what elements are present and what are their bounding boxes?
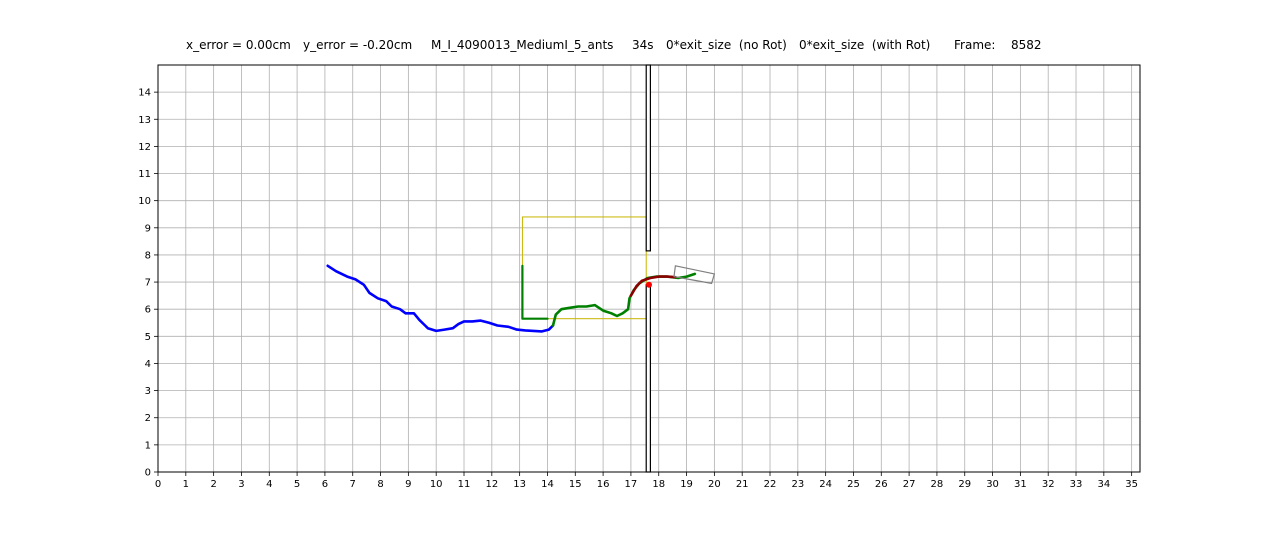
x-tick-label: 33 [1070,479,1083,490]
plot-marks [326,64,716,473]
y-tick-label: 7 [145,278,151,289]
x-tick-label: 28 [931,479,944,490]
x-tick-label: 4 [266,479,272,490]
x-tick-label: 16 [597,479,610,490]
x-tick-label: 11 [458,479,471,490]
frame-label: Frame: [954,38,996,52]
chart-header: x_error = 0.00cm y_error = -0.20cm M_I_4… [0,38,1268,56]
position-marker [646,281,652,288]
x-tick-label: 26 [875,479,888,490]
y-tick-label: 12 [138,142,151,153]
x-axis-ticks: 0 1 2 3 4 5 6 7 8 9 10 11 12 13 14 15 16 17 18 19 20 21 22 23 24… [155,472,1138,490]
x-error-text: x_error = 0.00cm [186,38,291,52]
x-tick-label: 30 [986,479,999,490]
plot-frame [157,64,1141,473]
y-tick-label: 8 [145,250,151,261]
exit-size-with-rot: 0*exit_size (with Rot) [799,38,931,52]
x-tick-label: 3 [238,479,244,490]
y-tick-label: 2 [145,413,151,424]
x-tick-label: 34 [1097,479,1110,490]
x-tick-label: 1 [183,479,189,490]
y-tick-label: 1 [145,440,151,451]
x-tick-label: 27 [903,479,916,490]
upper-wall [645,64,651,252]
series-l-bracket [521,264,549,320]
series-recent-trajectory [629,275,677,297]
series-current-trajectory [551,272,697,327]
x-tick-label: 9 [405,479,411,490]
x-tick-label: 14 [541,479,554,490]
exit-size-no-rot: 0*exit_size (no Rot) [666,38,787,52]
x-tick-label: 0 [155,479,161,490]
x-tick-label: 10 [430,479,443,490]
y-tick-label: 5 [145,332,151,343]
x-tick-label: 8 [377,479,383,490]
x-tick-label: 25 [847,479,860,490]
lower-wall [645,284,651,473]
y-tick-label: 11 [138,169,151,180]
x-tick-label: 17 [625,479,638,490]
x-tick-label: 24 [819,479,832,490]
x-tick-label: 20 [708,479,721,490]
frame-value: 8582 [1011,38,1042,52]
y-tick-label: 4 [145,359,151,370]
y-tick-label: 0 [145,468,151,479]
x-tick-label: 21 [736,479,749,490]
x-tick-label: 6 [322,479,328,490]
x-tick-label: 22 [764,479,777,490]
load-shape [673,265,716,285]
x-tick-label: 19 [680,479,693,490]
x-tick-label: 32 [1042,479,1055,490]
series-past-trajectory [326,264,555,333]
x-tick-label: 2 [210,479,216,490]
y-tick-label: 3 [145,386,151,397]
y-tick-label: 14 [138,88,151,99]
x-tick-label: 13 [513,479,526,490]
y-tick-label: 13 [138,115,151,126]
experiment-name: M_I_4090013_MediumI_5_ants [431,38,614,52]
y-tick-label: 9 [145,223,151,234]
x-tick-label: 23 [791,479,804,490]
x-tick-label: 35 [1125,479,1138,490]
x-tick-label: 12 [485,479,498,490]
x-tick-label: 5 [294,479,300,490]
y-tick-label: 6 [145,305,151,316]
x-tick-label: 7 [350,479,356,490]
elapsed-time: 34s [632,38,654,52]
y-tick-label: 10 [138,196,151,207]
y-error-text: y_error = -0.20cm [303,38,413,52]
x-tick-label: 18 [652,479,665,490]
x-tick-label: 29 [958,479,971,490]
x-tick-label: 31 [1014,479,1027,490]
x-tick-label: 15 [569,479,582,490]
